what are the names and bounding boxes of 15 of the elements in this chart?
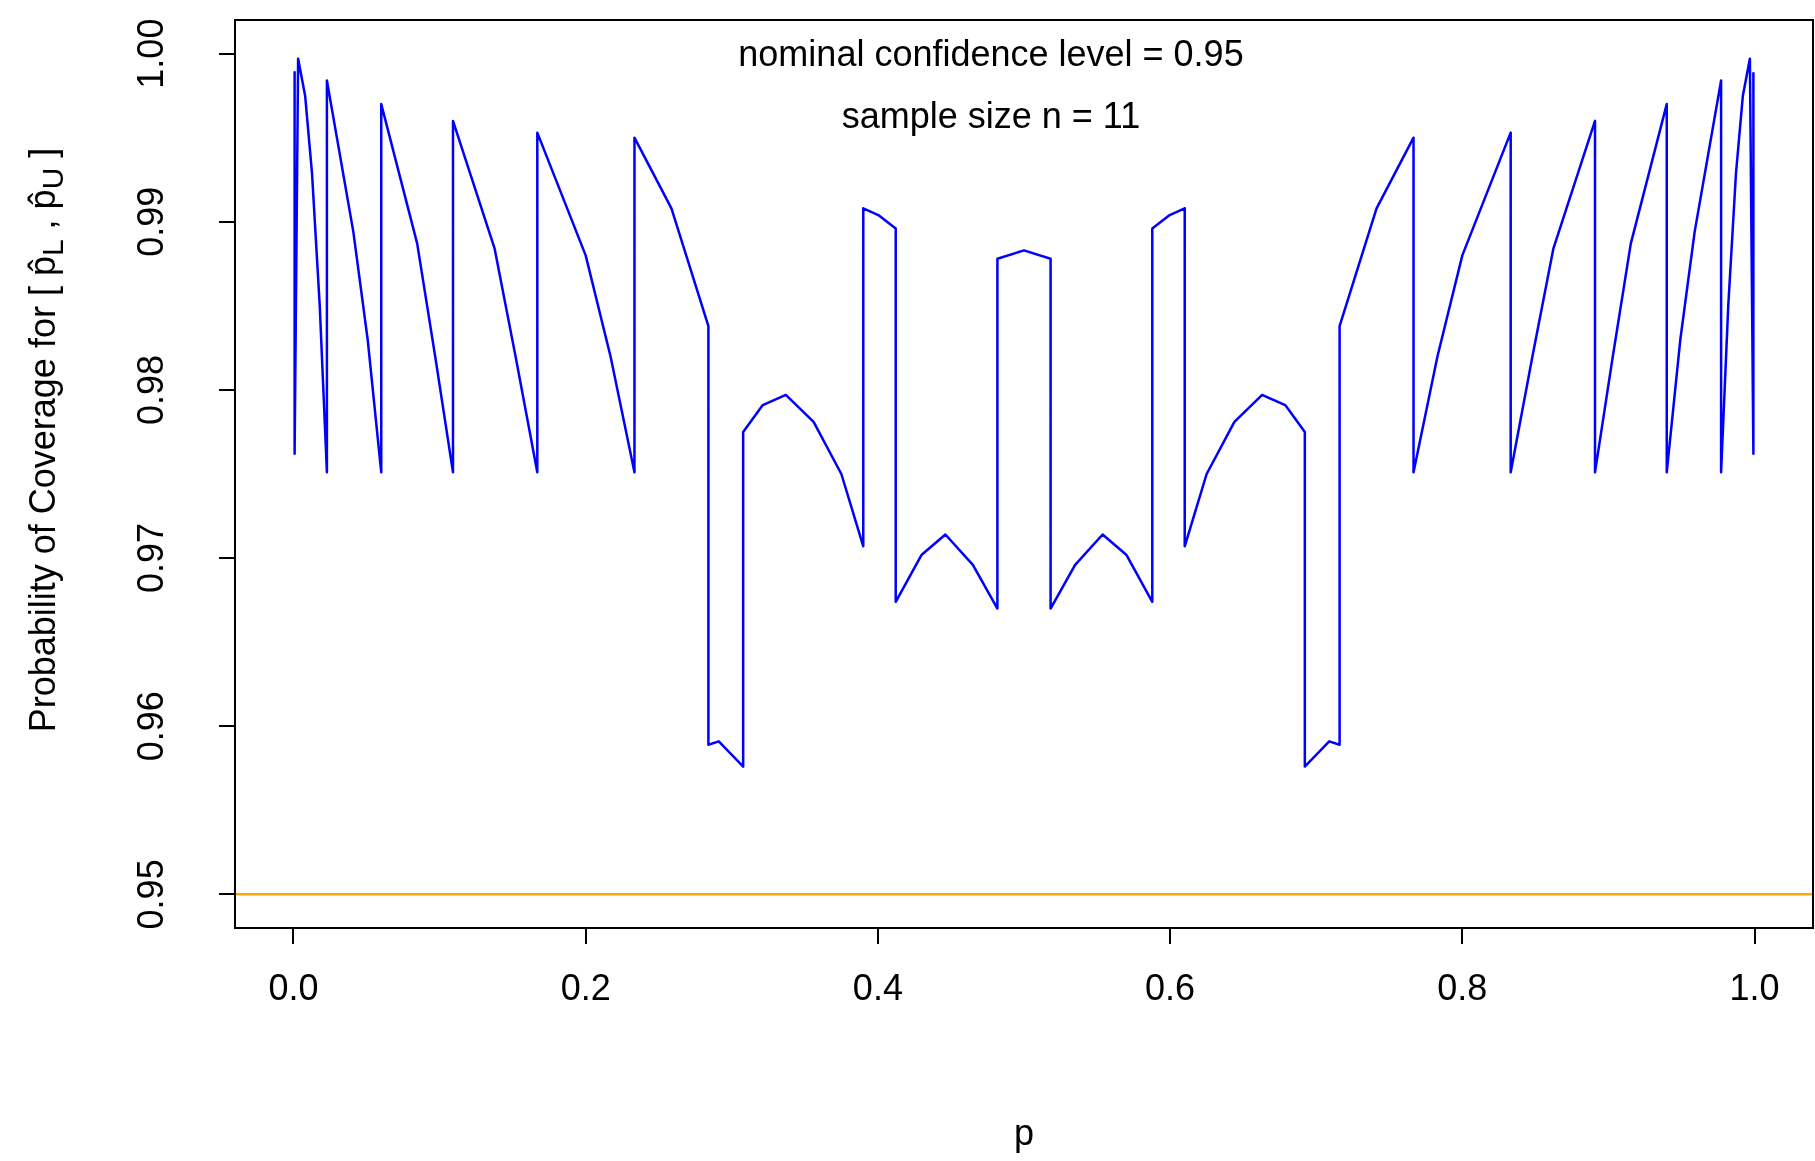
x-tick-label: 0.6 xyxy=(1145,966,1196,1008)
y-tick-label: 0.99 xyxy=(129,186,171,257)
y-tick-label: 0.97 xyxy=(129,523,171,594)
y-tick-label: 0.95 xyxy=(129,859,171,930)
annotation: nominal confidence level = 0.95 xyxy=(738,32,1244,74)
x-tick-label: 0.4 xyxy=(852,966,903,1008)
y-tick-label: 0.96 xyxy=(129,691,171,762)
x-tick-label: 0.8 xyxy=(1437,966,1488,1008)
x-tick-label: 0.0 xyxy=(268,966,319,1008)
x-axis-title: p xyxy=(1013,1112,1035,1154)
x-tick-label: 0.2 xyxy=(560,966,611,1008)
x-tick-label: 1.0 xyxy=(1729,966,1780,1008)
y-tick-label: 0.98 xyxy=(129,354,171,425)
annotation: sample size n = 11 xyxy=(841,94,1141,136)
y-tick-label: 1.00 xyxy=(129,18,171,89)
